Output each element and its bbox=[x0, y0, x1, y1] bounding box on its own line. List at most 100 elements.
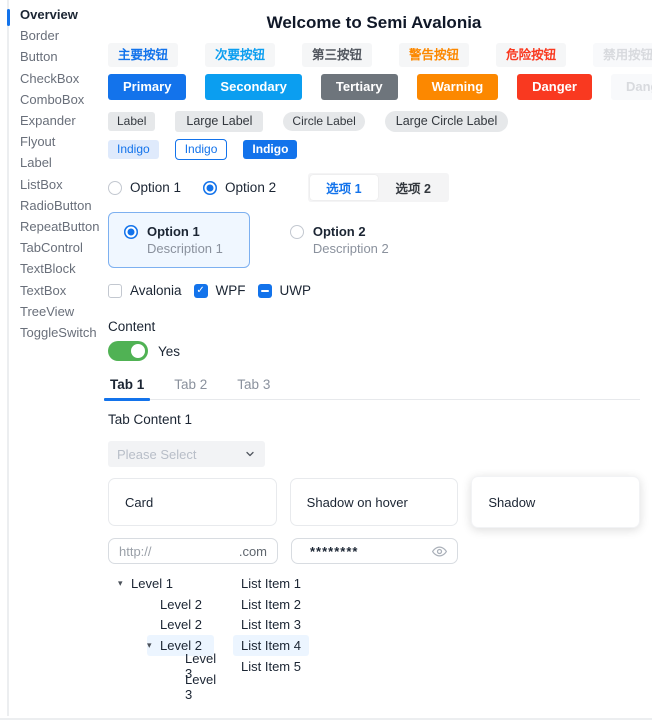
sidebar-item-listbox[interactable]: ListBox bbox=[20, 176, 63, 192]
segment-选项-2[interactable]: 选项 2 bbox=[395, 182, 431, 196]
disabled-solid-button: Danger bbox=[610, 74, 652, 100]
sidebar-item-overview[interactable]: Overview bbox=[20, 7, 78, 22]
radio-card-option-1[interactable]: Option 1 Description 1 bbox=[108, 212, 250, 268]
sidebar-item-button[interactable]: Button bbox=[20, 49, 58, 65]
check-mark: ✓ bbox=[196, 284, 205, 296]
radio-option-2[interactable]: Option 2 bbox=[203, 180, 276, 195]
danger-light-button[interactable]: 危险按钮 bbox=[496, 43, 567, 67]
sidebar-item-border[interactable]: Border bbox=[20, 28, 60, 44]
sidebar-item-label[interactable]: Label bbox=[20, 155, 52, 171]
list-box: List Item 1 List Item 2 List Item 3 List It… bbox=[233, 573, 309, 676]
tab-content: Tab Content 1 bbox=[108, 412, 193, 427]
checkbox-label: WPF bbox=[215, 283, 246, 298]
sidebar-nav: Overview Border Button CheckBox ComboBox Expa… bbox=[20, 4, 100, 343]
url-input[interactable]: http:// .com bbox=[108, 538, 278, 564]
sidebar-item-textblock[interactable]: TextBlock bbox=[20, 261, 76, 277]
tag-large-label: Large Label bbox=[175, 111, 264, 132]
tree-item-level-3[interactable]: Level 3 bbox=[172, 672, 233, 702]
radio-card-option-2[interactable]: Option 2 Description 2 bbox=[274, 212, 416, 268]
combobox[interactable]: Please Select bbox=[108, 441, 265, 467]
list-item-list-item-5[interactable]: List Item 5 bbox=[241, 658, 301, 674]
sidebar: Overview Border Button CheckBox ComboBox Expa… bbox=[0, 0, 108, 718]
sidebar-item-tabcontrol[interactable]: TabControl bbox=[20, 240, 83, 256]
eye-icon[interactable] bbox=[432, 544, 447, 559]
tree-item-level-2[interactable]: Level 2 bbox=[147, 614, 214, 635]
checkbox-uwp[interactable]: UWP bbox=[257, 283, 312, 298]
radio-option-1[interactable]: Option 1 bbox=[108, 180, 181, 195]
primary-light-button[interactable]: 主要按钮 bbox=[108, 43, 179, 67]
sidebar-item-checkbox[interactable]: CheckBox bbox=[20, 70, 80, 86]
danger-solid-button[interactable]: Danger bbox=[517, 74, 592, 100]
list-item-list-item-1[interactable]: List Item 1 bbox=[241, 575, 301, 591]
radio-row: Option 1 Option 2 选项 1 选项 2 bbox=[108, 173, 640, 202]
tab-tab-3[interactable]: Tab 3 bbox=[237, 377, 271, 392]
segment-选项-1[interactable]: 选项 1 bbox=[310, 175, 378, 200]
tree-item-level-2[interactable]: ▾ Level 2 bbox=[147, 635, 214, 656]
toggle-value-label: Yes bbox=[158, 343, 181, 359]
sidebar-divider bbox=[7, 0, 9, 716]
url-input-suffix: .com bbox=[238, 543, 267, 559]
tree-item-level-1[interactable]: ▾ Level 1 bbox=[118, 573, 185, 594]
sidebar-item-repeatbutton[interactable]: RepeatButton bbox=[20, 219, 100, 235]
indigo-tag-row: Indigo Indigo Indigo bbox=[108, 139, 640, 160]
toggle-knob bbox=[129, 342, 147, 360]
radio-group: Option 1 Option 2 bbox=[108, 180, 298, 195]
tree-expander-icon[interactable]: ▾ bbox=[118, 577, 123, 588]
radio-label: Option 1 bbox=[130, 180, 182, 195]
toggle-row: Yes bbox=[108, 341, 640, 361]
sidebar-item-radiobutton[interactable]: RadioButton bbox=[20, 197, 92, 213]
list-item-list-item-3[interactable]: List Item 3 bbox=[241, 617, 301, 633]
tree-item-label: Level 3 bbox=[185, 651, 217, 682]
checkbox-wpf[interactable]: ✓ WPF bbox=[193, 283, 246, 298]
input-row: http:// .com ******** bbox=[108, 538, 640, 564]
tree-list-row: ▾ Level 1 Level 2 Level 2 ▾ Level 2 Level 3 Lev… bbox=[108, 573, 640, 702]
indigo-tag-solidv: Indigo bbox=[243, 140, 298, 159]
list-item-list-item-2[interactable]: List Item 2 bbox=[241, 596, 301, 612]
tree-item-label: Level 2 bbox=[160, 637, 202, 653]
tree-item-level-3[interactable]: Level 3 bbox=[172, 651, 233, 681]
tree-expander-icon[interactable]: ▾ bbox=[147, 639, 152, 650]
tree-item-level-2[interactable]: Level 2 bbox=[147, 594, 214, 615]
toggle-switch[interactable] bbox=[108, 341, 148, 361]
sidebar-item-combobox[interactable]: ComboBox bbox=[20, 91, 85, 107]
card-shadow[interactable]: Shadow bbox=[471, 476, 641, 528]
radio-card-text: Option 1 Description 1 bbox=[147, 223, 223, 257]
toggle-caption: Content bbox=[108, 319, 156, 334]
sidebar-item-flyout[interactable]: Flyout bbox=[20, 134, 56, 150]
list-item-list-item-4[interactable]: List Item 4 bbox=[233, 635, 309, 656]
sidebar-item-treeview[interactable]: TreeView bbox=[20, 303, 75, 319]
checkbox-group: Avalonia ✓ WPF UWP bbox=[108, 283, 640, 298]
secondary-light-button[interactable]: 次要按钮 bbox=[205, 43, 276, 67]
radio-card-description: Description 2 bbox=[312, 241, 389, 256]
indigo-tag-lightv: Indigo bbox=[108, 140, 159, 159]
tab-tab-2[interactable]: Tab 2 bbox=[174, 377, 208, 392]
sidebar-item-textbox[interactable]: TextBox bbox=[20, 282, 67, 298]
tree-view: ▾ Level 1 Level 2 Level 2 ▾ Level 2 Level 3 Lev… bbox=[108, 573, 233, 702]
indeterminate-mark bbox=[260, 289, 269, 292]
sidebar-item-toggleswitch[interactable]: ToggleSwitch bbox=[20, 325, 97, 341]
checkbox-unchecked-icon bbox=[108, 283, 122, 298]
card-card[interactable]: Card bbox=[108, 478, 277, 526]
checkbox-checked-icon: ✓ bbox=[193, 283, 208, 298]
url-input-placeholder: http:// bbox=[119, 543, 152, 559]
tab-tab-1[interactable]: Tab 1 bbox=[103, 373, 151, 401]
chevron-down-icon bbox=[244, 448, 256, 460]
card-shadow-on-hover[interactable]: Shadow on hover bbox=[289, 478, 459, 526]
password-input[interactable]: ******** bbox=[291, 538, 458, 564]
sidebar-item-expander[interactable]: Expander bbox=[20, 113, 76, 129]
warning-light-button[interactable]: 警告按钮 bbox=[399, 43, 470, 67]
warning-solid-button[interactable]: Warning bbox=[416, 74, 499, 100]
primary-solid-button[interactable]: Primary bbox=[108, 74, 187, 100]
checkbox-label: UWP bbox=[279, 283, 312, 298]
radio-checked-icon bbox=[203, 180, 218, 195]
card-row: Card Shadow on hover Shadow bbox=[108, 476, 641, 528]
tertiary-solid-button[interactable]: Tertiary bbox=[320, 74, 398, 100]
radio-checked-icon bbox=[124, 225, 138, 239]
tag-circle-label: Circle Label bbox=[283, 112, 365, 131]
secondary-solid-button[interactable]: Secondary bbox=[205, 74, 302, 100]
radio-card-title: Option 1 bbox=[147, 224, 200, 239]
checkbox-avalonia[interactable]: Avalonia bbox=[108, 283, 182, 298]
radio-label: Option 2 bbox=[225, 180, 277, 195]
tertiary-light-button[interactable]: 第三按钮 bbox=[302, 43, 373, 67]
